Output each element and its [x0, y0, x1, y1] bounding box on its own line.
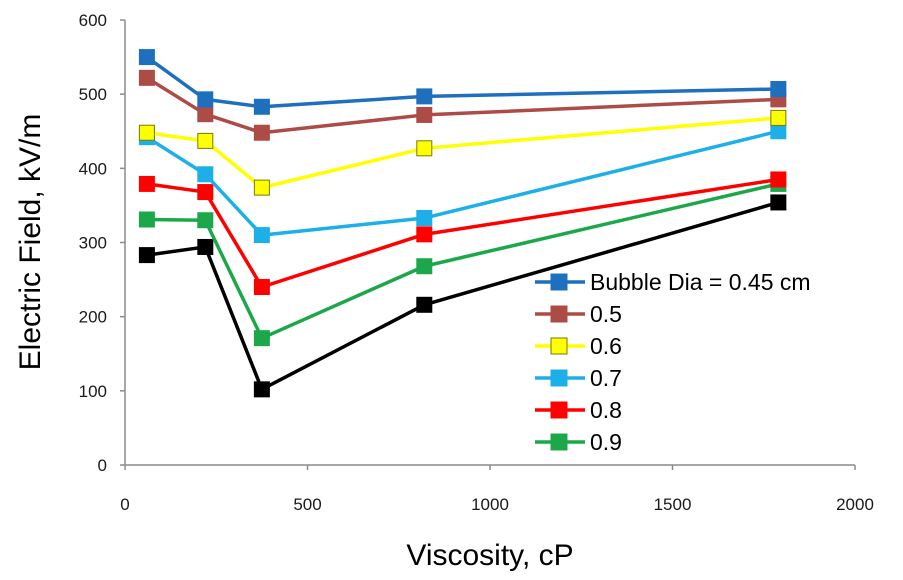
data-point: [253, 98, 270, 115]
series-6: [138, 194, 787, 398]
data-point: [253, 279, 270, 295]
legend-label: 0.9: [590, 429, 622, 455]
series-0: [138, 49, 787, 115]
legend-item: Bubble Dia = 0.45 cm: [535, 269, 811, 295]
y-axis-title: Electric Field, kV/m: [14, 114, 47, 371]
x-tick-label: 2000: [836, 495, 874, 514]
data-point: [197, 166, 214, 183]
data-point: [253, 381, 270, 398]
x-tick-label: 1500: [654, 495, 692, 514]
legend-label: Bubble Dia = 0.45 cm: [590, 269, 811, 295]
data-point: [253, 179, 270, 196]
x-ticks: 0 500 1000 1500 2000: [120, 465, 874, 514]
series-5: [138, 175, 787, 347]
legend-swatch-marker: [550, 433, 568, 451]
data-point: [770, 171, 787, 188]
legend-item: 0.5: [535, 301, 622, 327]
data-point: [253, 330, 270, 347]
legend-label: 0.6: [590, 333, 622, 359]
legend-item: 0.7: [535, 365, 622, 391]
series-3: [138, 123, 787, 244]
legend-swatch-marker: [550, 337, 568, 355]
legend-swatch-marker: [550, 369, 568, 387]
series-line: [145, 129, 779, 237]
legend-swatch-marker: [550, 305, 568, 323]
data-point: [197, 184, 214, 201]
data-point: [416, 106, 433, 123]
legend-label: 0.7: [590, 365, 622, 391]
y-tick-label: 300: [79, 234, 107, 253]
series-4: [138, 171, 787, 295]
legend-swatch-marker: [550, 401, 568, 419]
data-point: [416, 296, 433, 313]
y-tick-label: 600: [79, 11, 107, 30]
data-point: [416, 258, 433, 275]
data-point: [770, 109, 787, 126]
legend-item: 0.8: [535, 397, 622, 423]
x-tick-label: 0: [120, 495, 129, 514]
data-point: [770, 123, 787, 140]
series-2: [138, 109, 787, 196]
data-point: [138, 49, 155, 66]
data-point: [197, 238, 214, 255]
data-point: [197, 212, 214, 229]
legend: Bubble Dia = 0.45 cm 0.5 0.6 0.7 0.8 0.9: [535, 269, 811, 455]
data-point: [416, 210, 433, 227]
series-1: [138, 69, 787, 141]
x-tick-label: 500: [293, 495, 321, 514]
data-point: [253, 227, 270, 244]
legend-item: 0.9: [535, 429, 622, 455]
series-line: [145, 55, 779, 109]
x-tick-label: 1000: [471, 495, 509, 514]
data-point: [138, 247, 155, 264]
y-tick-label: 400: [79, 159, 107, 178]
legend-label: 0.5: [590, 301, 622, 327]
data-point: [416, 88, 433, 105]
legend-item: 0.6: [535, 333, 622, 359]
y-tick-label: 500: [79, 85, 107, 104]
series-layer: [138, 49, 787, 398]
y-tick-label: 100: [79, 382, 107, 401]
x-axis-title: Viscosity, cP: [406, 539, 573, 572]
data-point: [138, 211, 155, 228]
data-point: [197, 91, 214, 108]
data-point: [197, 106, 214, 123]
data-point: [416, 226, 433, 243]
data-point: [138, 124, 155, 141]
y-ticks: 0 100 200 300 400 500 600: [79, 11, 125, 475]
data-point: [138, 69, 155, 86]
y-tick-label: 200: [79, 308, 107, 327]
data-point: [770, 80, 787, 97]
data-point: [770, 194, 787, 211]
data-point: [416, 140, 433, 157]
data-point: [138, 175, 155, 192]
data-point: [197, 132, 214, 149]
legend-swatch-marker: [550, 273, 568, 291]
legend-label: 0.8: [590, 397, 622, 423]
y-tick-label: 0: [98, 456, 107, 475]
data-point: [253, 124, 270, 141]
